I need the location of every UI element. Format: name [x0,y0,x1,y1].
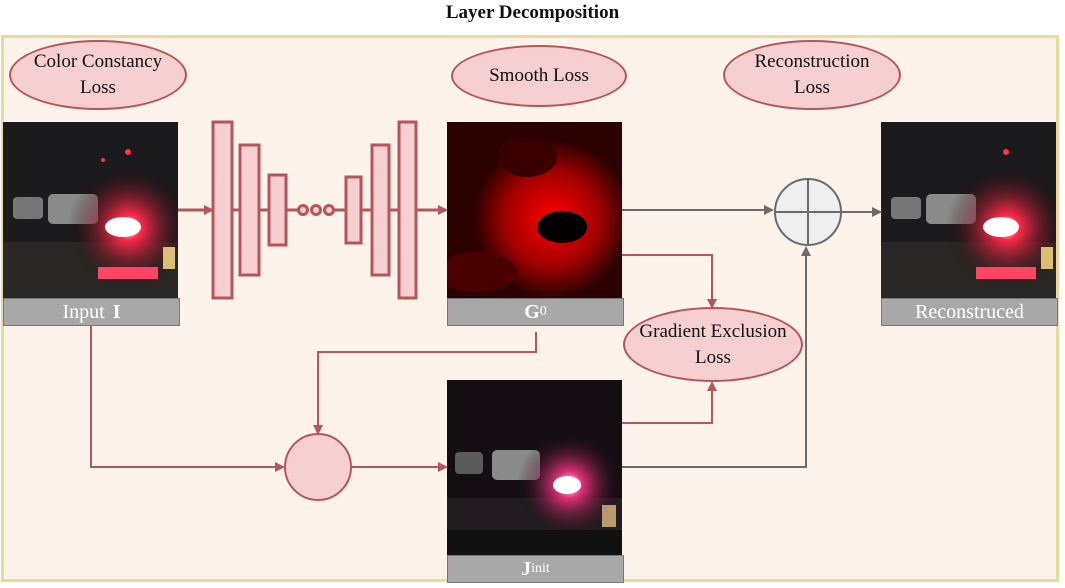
reconstructed-image [881,122,1056,298]
diagram-title: Layer Decomposition [445,2,620,23]
input-label: Input I [3,298,180,326]
concat-circle-icon [284,433,352,501]
smooth-loss: Smooth Loss [451,45,627,107]
input-image [3,122,178,298]
jinit-image [447,380,622,555]
encoder-decoder-network [178,120,448,300]
reconstructed-label: Reconstruced [881,298,1058,326]
reconstruction-loss: Reconstruction Loss [723,40,901,110]
add-circle-icon [774,178,842,246]
gradient-exclusion-loss: Gradient Exclusion Loss [623,307,803,382]
g0-image [447,122,622,298]
color-constancy-loss: Color Constancy Loss [9,40,187,110]
